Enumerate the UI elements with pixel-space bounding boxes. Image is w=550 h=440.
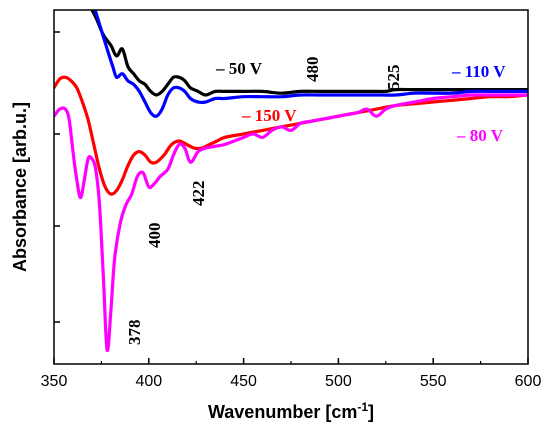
annotation-label: – 80 V <box>456 126 504 145</box>
annotation-label: 480 <box>303 57 322 83</box>
x-tick-label: 500 <box>325 373 352 390</box>
annotation-label: 525 <box>384 65 403 91</box>
annotation-label: 378 <box>125 320 144 346</box>
x-axis-title-superscript: -1 <box>357 400 368 414</box>
annotation-label: 422 <box>189 181 208 207</box>
x-tick-label: 350 <box>41 373 68 390</box>
series-line-3 <box>54 93 528 353</box>
x-tick-label: 400 <box>135 373 162 390</box>
annotations-layer: – 50 V 480 525 – 110 V – 150 V – 80 V 422 400 37… <box>125 57 506 346</box>
x-tick-label: 450 <box>230 373 257 390</box>
x-tick-label: 550 <box>420 373 447 390</box>
annotation-label: – 150 V <box>241 106 297 125</box>
annotation-label: 400 <box>145 223 164 249</box>
series-line-0 <box>90 10 528 97</box>
annotation-label: – 50 V <box>215 59 263 78</box>
ticks-layer: 350 400 450 500 550 600 <box>41 31 542 390</box>
annotation-label: – 110 V <box>451 62 506 81</box>
x-tick-label: 600 <box>515 373 542 390</box>
y-axis-title: Absorbance [arb.u.] <box>10 102 30 272</box>
series-layer <box>54 10 528 353</box>
series-line-1 <box>93 10 528 118</box>
x-axis-title: Wavenumber [cm-1] <box>208 400 374 422</box>
